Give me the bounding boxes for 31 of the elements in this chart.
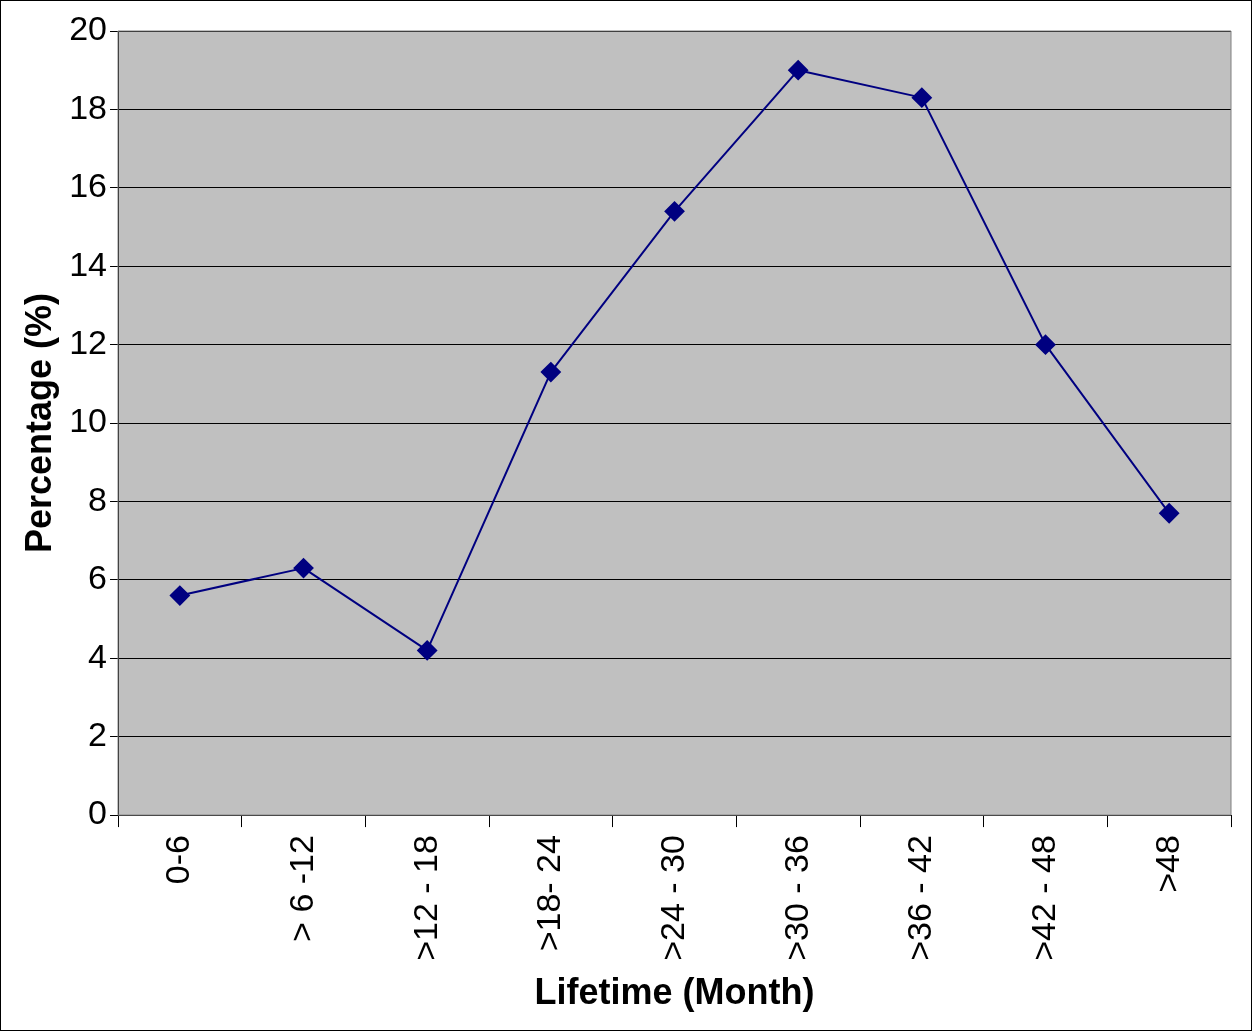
point	[417, 640, 438, 661]
point	[911, 87, 932, 108]
point	[169, 585, 190, 606]
x-tick-label: >24 - 30	[652, 835, 691, 961]
x-axis-title: Lifetime (Month)	[534, 971, 815, 1013]
point	[788, 60, 809, 81]
x-tick-label: >42 - 48	[1023, 835, 1062, 961]
x-tick-label: > 6 -12	[281, 835, 320, 942]
y-axis-title: Percentage (%)	[17, 293, 59, 554]
y-tick-label: 14	[69, 244, 108, 283]
y-tick-label: 8	[88, 479, 108, 518]
point	[1159, 503, 1180, 524]
y-tick-label: 18	[69, 87, 108, 126]
y-tick-label: 16	[69, 166, 108, 205]
x-tick-label: 0-6	[158, 835, 197, 885]
point	[664, 201, 685, 222]
y-tick-label: 12	[69, 323, 108, 362]
y-tick-label: 10	[69, 401, 108, 440]
point	[540, 362, 561, 383]
point	[293, 558, 314, 579]
point	[1035, 334, 1056, 355]
x-tick-label: >18- 24	[529, 835, 568, 952]
x-tick-label: >30 - 36	[776, 835, 815, 961]
x-tick-label: >36 - 42	[900, 835, 939, 961]
y-tick-label: 20	[69, 9, 108, 48]
x-tick-label: >48	[1147, 835, 1186, 893]
y-tick-label: 4	[88, 636, 108, 675]
x-tick-label: >12 - 18	[405, 835, 444, 961]
y-tick-label: 2	[88, 715, 108, 754]
y-tick-label: 0	[88, 793, 108, 832]
y-tick-label: 6	[88, 558, 108, 597]
